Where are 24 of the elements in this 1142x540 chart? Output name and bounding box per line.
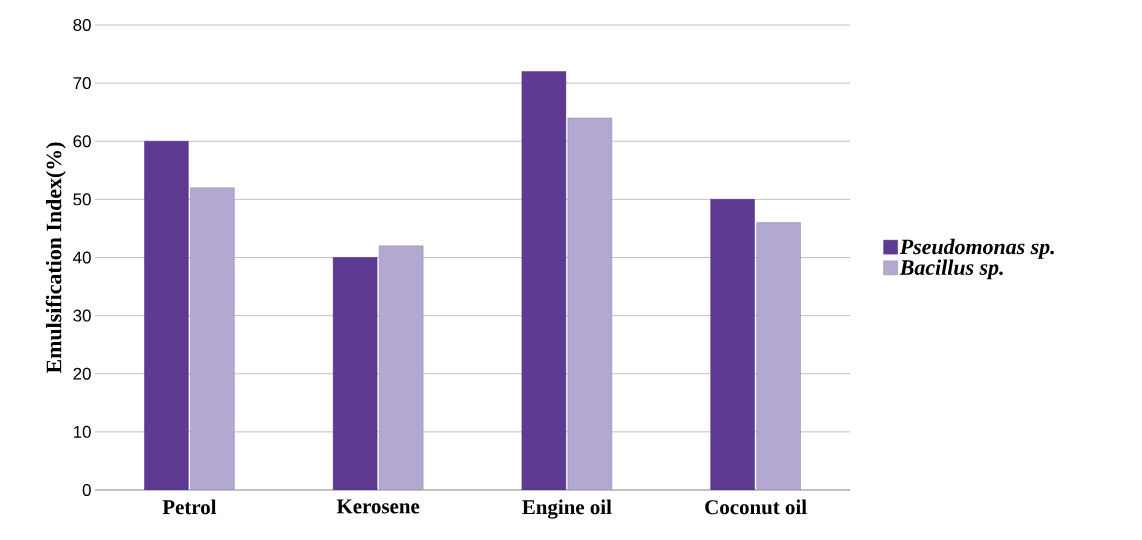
bar <box>332 257 378 490</box>
y-tick-label: 40 <box>73 251 91 264</box>
y-tick-label: 20 <box>73 367 91 380</box>
legend-label: Bacillus sp. <box>899 259 1003 280</box>
y-tick-label: 30 <box>73 309 91 322</box>
y-tick-label: 70 <box>73 77 91 90</box>
bar <box>756 222 801 490</box>
x-tick-label: Coconut oil <box>705 499 807 515</box>
y-tick-label: 60 <box>73 135 91 148</box>
x-tick-label: Engine oil <box>522 499 612 519</box>
bar <box>190 187 235 490</box>
bar <box>378 245 424 490</box>
x-tick-label: Kerosene <box>336 499 420 514</box>
y-tick-label: 80 <box>73 18 91 31</box>
y-tick-label: 10 <box>73 425 91 438</box>
legend-label: Pseudomonas sp. <box>899 238 1054 259</box>
bar <box>567 117 613 490</box>
bar <box>144 141 189 490</box>
y-axis-title: Emulsification Index(%) <box>45 142 66 374</box>
y-tick-label: 50 <box>73 193 91 206</box>
y-tick-label: 0 <box>82 483 91 496</box>
bar <box>521 71 567 490</box>
x-tick-label: Petrol <box>162 499 217 515</box>
bar <box>710 199 755 490</box>
